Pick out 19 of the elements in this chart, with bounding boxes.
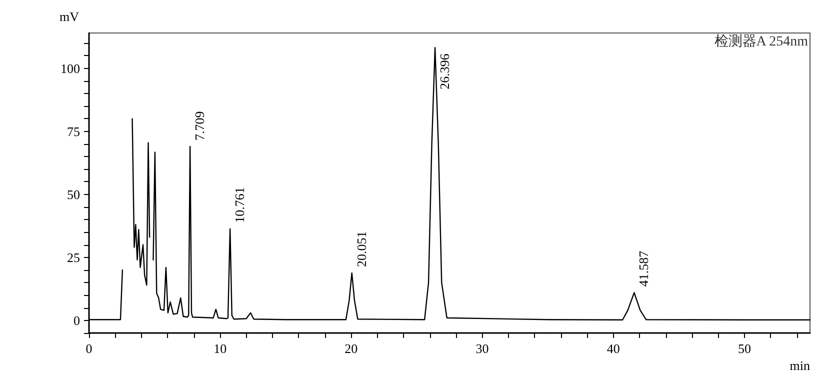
y-axis-title: mV	[60, 9, 80, 24]
y-tick-label: 0	[74, 312, 80, 328]
y-tick-label: 100	[60, 60, 80, 76]
annotation: 7.709	[192, 111, 208, 140]
x-tick-label: 30	[476, 341, 489, 356]
x-tick-label: 10	[214, 341, 227, 356]
annotation: 10.761	[232, 187, 248, 223]
y-tick-label: 25	[67, 250, 80, 265]
annotation: 20.051	[354, 231, 369, 267]
x-axis-title: min	[790, 358, 810, 373]
y-tick-label: 75	[67, 124, 80, 139]
annotation: 检测器A 254nm	[714, 34, 808, 50]
x-tick-label: 20	[344, 341, 358, 356]
x-tick-label: 50	[738, 341, 751, 356]
x-tick-label: 0	[86, 341, 92, 356]
annotation: 41.587	[636, 250, 652, 287]
y-tick-label: 50	[67, 186, 80, 202]
x-tick-label: 40	[606, 341, 620, 356]
annotation: 26.396	[437, 53, 452, 90]
